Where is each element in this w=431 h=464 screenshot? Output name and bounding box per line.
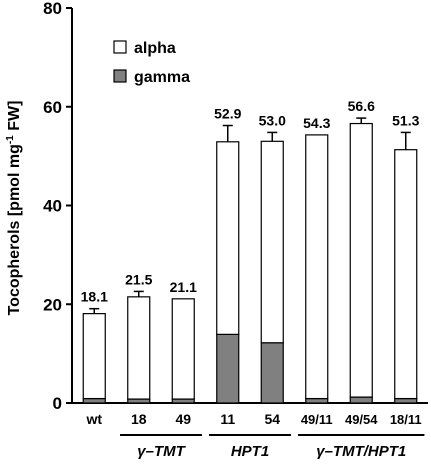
total-label: 54.3 (303, 115, 330, 131)
category-label: 49/11 (301, 412, 333, 427)
category-label: 18 (131, 411, 147, 427)
total-label: 18.1 (81, 289, 108, 305)
bar-alpha (349, 122, 373, 398)
bar-alpha (260, 140, 284, 344)
category-label: 11 (220, 411, 235, 427)
category-label: wt (85, 411, 102, 427)
total-label: 53.0 (259, 112, 286, 128)
category-label: 49/54 (345, 412, 378, 427)
total-label: 51.3 (392, 112, 419, 128)
bar-gamma (349, 396, 373, 404)
legend-swatch-gamma (113, 69, 127, 83)
bar-alpha (305, 134, 329, 400)
bar-alpha (171, 298, 195, 400)
y-tick-label: 40 (43, 197, 62, 216)
group-label: γ–TMT/HPT1 (316, 443, 406, 460)
bar-alpha (394, 149, 418, 400)
group-label: HPT1 (231, 443, 269, 460)
bar-gamma (82, 397, 106, 404)
legend-label-alpha: alpha (134, 40, 176, 57)
category-label: 18/11 (390, 412, 422, 427)
bar-alpha (82, 313, 106, 400)
category-label: 49 (175, 411, 191, 427)
group-label: γ–TMT (137, 443, 186, 460)
total-label: 21.1 (170, 279, 197, 295)
category-label: 54 (264, 411, 280, 427)
total-label: 52.9 (214, 106, 241, 122)
y-tick-label: 0 (53, 394, 62, 413)
legend: alpha gamma (113, 40, 190, 86)
y-tick-label: 60 (43, 98, 62, 117)
total-label: 56.6 (348, 98, 375, 114)
bar-gamma (305, 397, 329, 404)
total-label: 21.5 (125, 271, 152, 287)
y-tick-label: 20 (43, 295, 62, 314)
legend-label-gamma: gamma (134, 69, 190, 86)
y-axis-label: Tocopherols [pmol mg-1 FW] (5, 101, 23, 316)
bar-gamma (260, 342, 284, 404)
bar-gamma (216, 333, 240, 404)
bar-gamma (394, 397, 418, 404)
legend-swatch-alpha (113, 40, 127, 54)
bar-alpha (127, 296, 151, 400)
y-tick-label: 80 (43, 0, 62, 18)
bar-alpha (216, 141, 240, 335)
